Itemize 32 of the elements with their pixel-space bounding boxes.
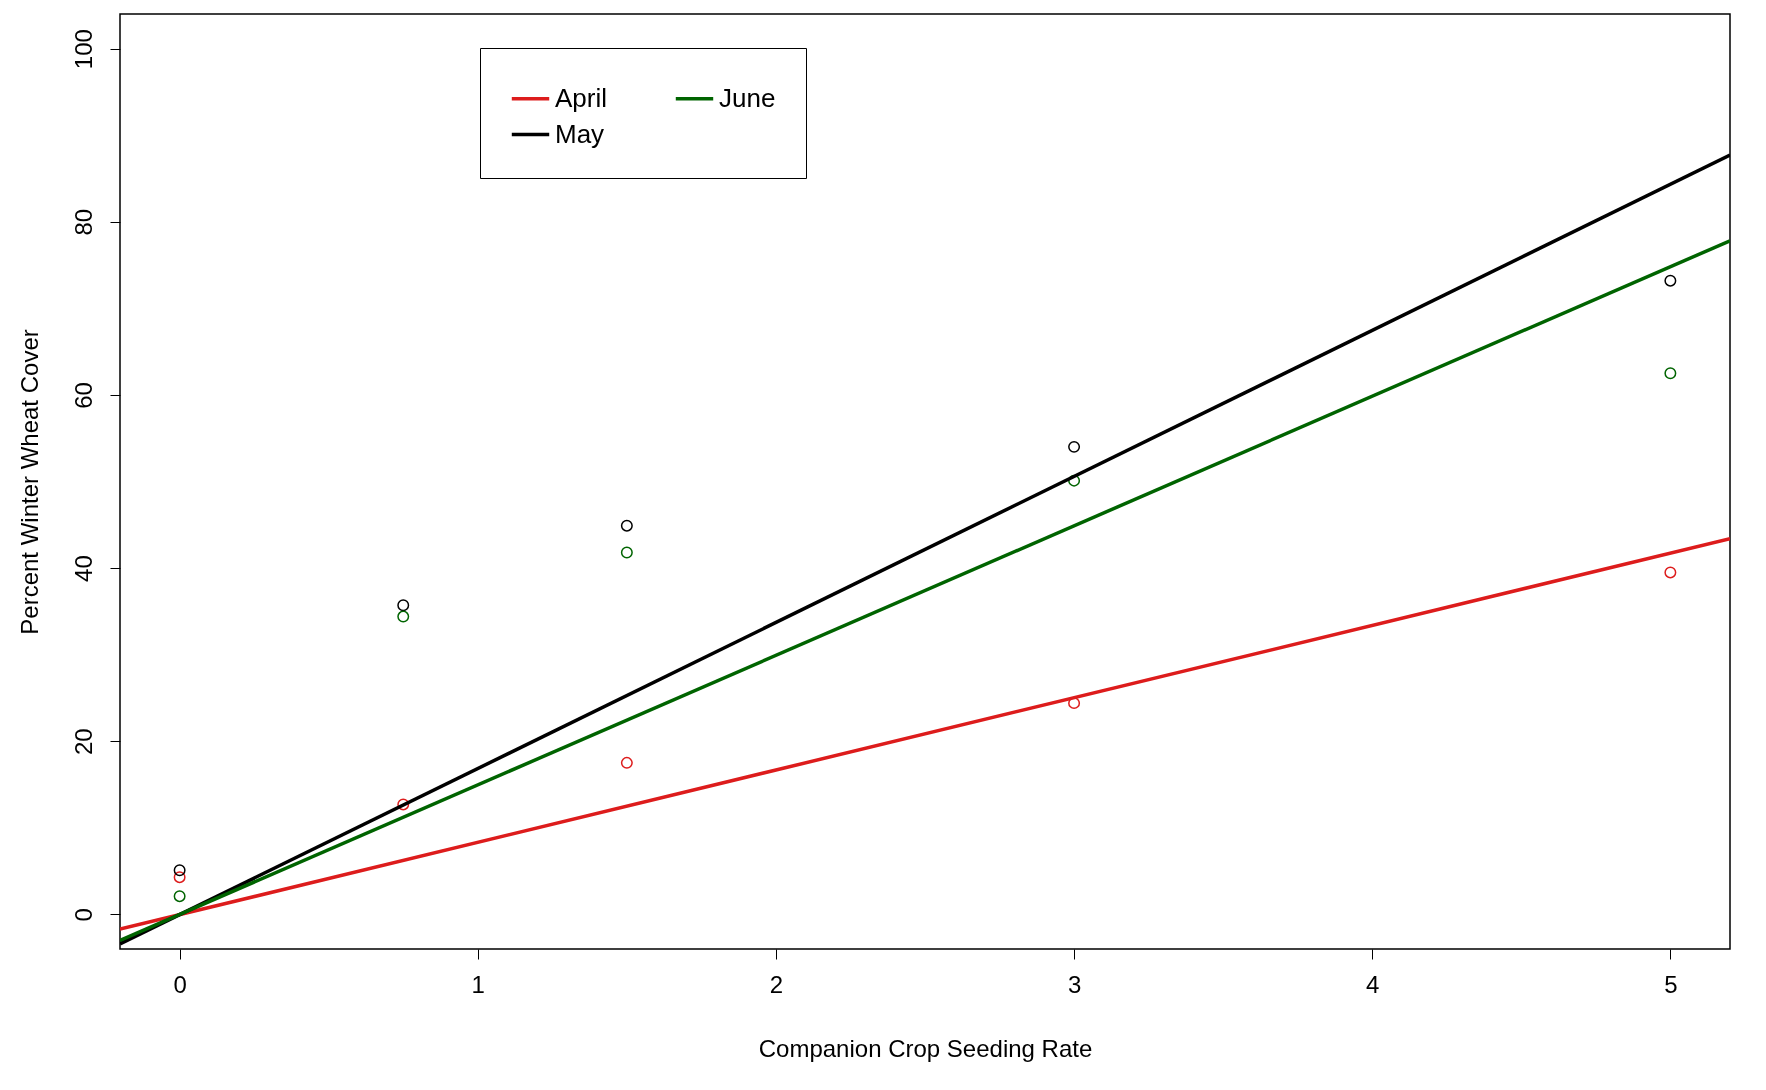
point <box>173 890 186 903</box>
x-tick-label: 4 <box>1366 970 1380 998</box>
point <box>620 519 633 532</box>
x-tick-label: 3 <box>1067 970 1082 998</box>
y-tick-label: 20 <box>69 728 97 756</box>
y-axis-title: Percent Winter Wheat Cover <box>15 329 43 635</box>
point <box>1068 697 1081 710</box>
point <box>397 599 410 612</box>
point <box>397 610 410 623</box>
point <box>173 871 186 884</box>
point <box>1664 367 1677 380</box>
y-tick-label: 40 <box>69 555 97 582</box>
point <box>620 546 633 559</box>
legend-label: May <box>555 118 605 149</box>
x-tick-label: 2 <box>769 970 784 998</box>
y-tick-label: 60 <box>69 382 97 409</box>
point <box>397 798 410 811</box>
legend-label: April <box>555 82 608 113</box>
point <box>1068 474 1081 487</box>
point <box>620 756 633 769</box>
y-tick-label: 80 <box>69 208 97 236</box>
x-tick-label: 0 <box>173 970 187 998</box>
point <box>1664 566 1677 579</box>
y-tick-label: 100 <box>69 29 97 70</box>
x-tick-label: 1 <box>471 970 485 998</box>
x-tick-label: 5 <box>1664 970 1678 998</box>
x-axis-title: Companion Crop Seeding Rate <box>758 1034 1093 1062</box>
y-tick-label: 0 <box>69 908 97 922</box>
legend-label: June <box>719 82 776 113</box>
point <box>173 864 186 877</box>
point <box>1068 440 1081 453</box>
point <box>1664 274 1677 287</box>
